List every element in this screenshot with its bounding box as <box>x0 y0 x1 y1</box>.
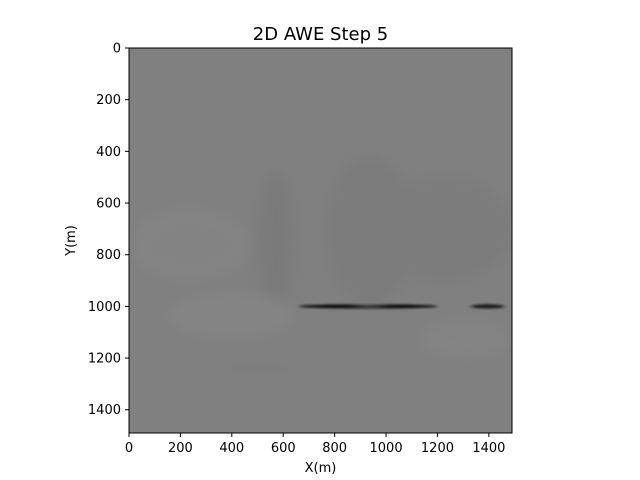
band-mark-3 <box>326 156 412 307</box>
reflector-mark-0 <box>298 304 438 309</box>
band-mark-8 <box>229 365 291 371</box>
x-tick-label: 1000 <box>370 441 403 456</box>
x-tick-label: 1400 <box>472 441 505 456</box>
plot-frame <box>128 47 513 434</box>
band-mark-7 <box>419 319 512 359</box>
y-tick-label: 400 <box>96 145 121 160</box>
y-tick-label: 1000 <box>88 300 121 315</box>
y-tick-label: 1200 <box>88 352 121 367</box>
y-tick-label: 200 <box>96 93 121 108</box>
x-axis-label: X(m) <box>305 461 337 476</box>
y-tick-label: 600 <box>96 197 121 212</box>
y-tick-label: 0 <box>113 42 121 57</box>
band-mark-6 <box>167 293 294 338</box>
x-tick-label: 0 <box>125 441 133 456</box>
x-tick-label: 400 <box>219 441 244 456</box>
band-mark-5 <box>129 208 250 281</box>
band-mark-4 <box>375 177 512 281</box>
x-axis-ticks: 0 200 400 600 800 1000 1200 1400 <box>125 433 505 456</box>
band-mark-2 <box>257 172 294 307</box>
chart-title: 2D AWE Step 5 <box>253 24 388 45</box>
y-tick-label: 800 <box>96 248 121 263</box>
reflector-mark-1 <box>470 304 505 309</box>
y-axis-label: Y(m) <box>64 225 79 257</box>
x-tick-label: 1200 <box>421 441 454 456</box>
x-tick-label: 600 <box>271 441 296 456</box>
y-axis-ticks: 0 200 400 600 800 1000 1200 1400 <box>88 42 129 418</box>
wavefield-features <box>129 156 512 371</box>
plot-area <box>129 48 512 433</box>
y-tick-label: 1400 <box>88 403 121 418</box>
x-tick-label: 200 <box>168 441 193 456</box>
x-tick-label: 800 <box>322 441 347 456</box>
